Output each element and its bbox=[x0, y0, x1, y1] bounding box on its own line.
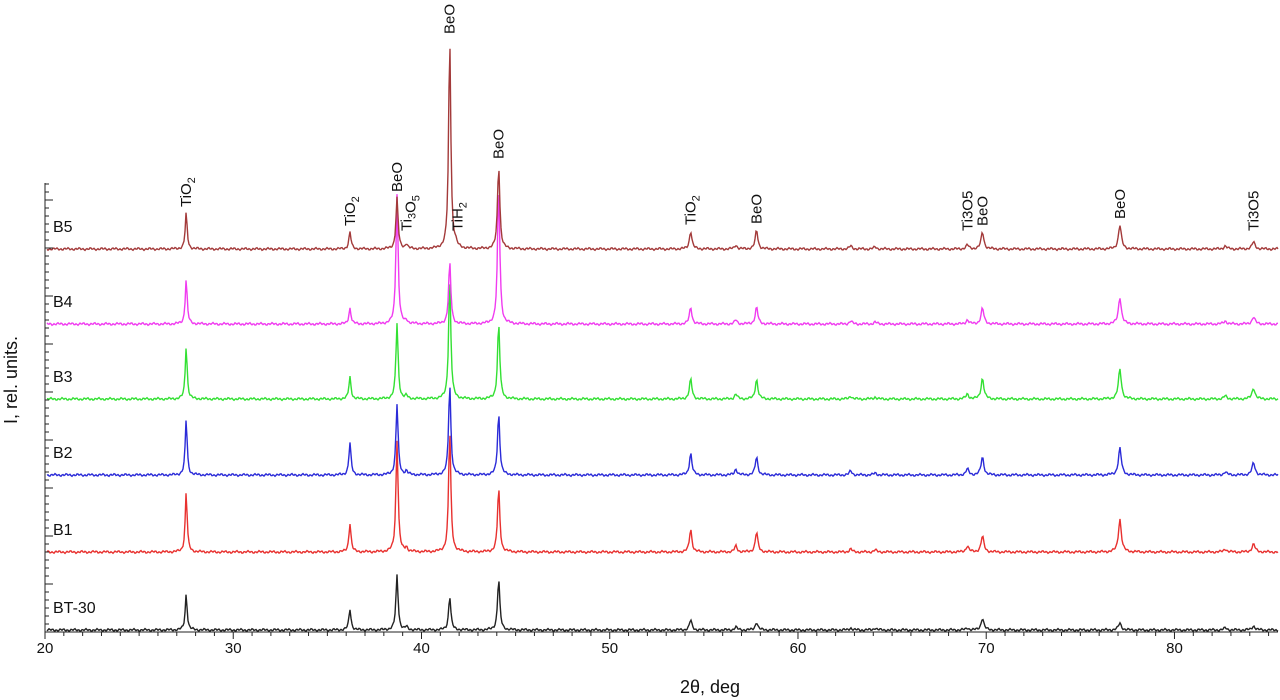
peak-annotation: TiH2 bbox=[449, 202, 469, 231]
series-bt-30: BT-30 bbox=[46, 574, 1279, 633]
peak-annotation: BeO bbox=[749, 194, 766, 224]
series-label-b5: B5 bbox=[53, 219, 73, 236]
series-b2: B2 bbox=[46, 387, 1279, 478]
peak-annotation: TiO2 bbox=[342, 196, 362, 226]
series-b3: B3 bbox=[46, 284, 1279, 402]
series-line-b1 bbox=[46, 435, 1279, 555]
peak-annotation: BeO bbox=[389, 162, 406, 192]
peak-annotation: BeO bbox=[1112, 189, 1129, 219]
peak-annotation: TiO2 bbox=[683, 195, 703, 225]
series-line-b4 bbox=[46, 194, 1278, 327]
series-label-b2: B2 bbox=[53, 445, 73, 462]
x-tick-label: 70 bbox=[978, 640, 995, 657]
x-tick-label: 40 bbox=[413, 640, 430, 657]
series-b5: B5 bbox=[46, 48, 1279, 252]
peak-annotation: BeO bbox=[491, 129, 508, 159]
peak-annotation: Ti3O5 bbox=[1246, 191, 1263, 231]
series-line-b2 bbox=[46, 387, 1279, 478]
series-b1: B1 bbox=[46, 435, 1279, 555]
series-line-b3 bbox=[46, 284, 1279, 402]
peak-annotation: BeO bbox=[974, 196, 991, 226]
peak-annotation: Ti3O5 bbox=[959, 191, 976, 231]
series-b4: B4 bbox=[46, 194, 1278, 327]
x-tick-label: 30 bbox=[225, 640, 242, 657]
x-tick-label: 80 bbox=[1166, 640, 1183, 657]
series-label-b4: B4 bbox=[53, 294, 73, 311]
x-axis-title: 2θ, deg bbox=[680, 677, 740, 697]
ticks-layer: 20 30 40 50 60 70 80 bbox=[37, 183, 1270, 657]
series-line-b5 bbox=[46, 48, 1279, 252]
x-tick-label: 60 bbox=[790, 640, 807, 657]
x-tick-label: 50 bbox=[601, 640, 618, 657]
y-axis-title: I, rel. units. bbox=[1, 336, 21, 424]
series-line-bt-30 bbox=[46, 574, 1279, 633]
series-label-b1: B1 bbox=[53, 522, 73, 539]
series-label-b3: B3 bbox=[53, 369, 73, 386]
peak-annotation: Ti3O5 bbox=[398, 195, 422, 231]
peak-annotation: TiO2 bbox=[178, 177, 198, 207]
x-tick-label: 20 bbox=[37, 640, 54, 657]
peak-annotation: BeO bbox=[442, 4, 459, 34]
series-layer: BT-30 B1 B2 B3 B4 B5 bbox=[46, 48, 1279, 633]
series-label-bt-30: BT-30 bbox=[53, 600, 96, 617]
